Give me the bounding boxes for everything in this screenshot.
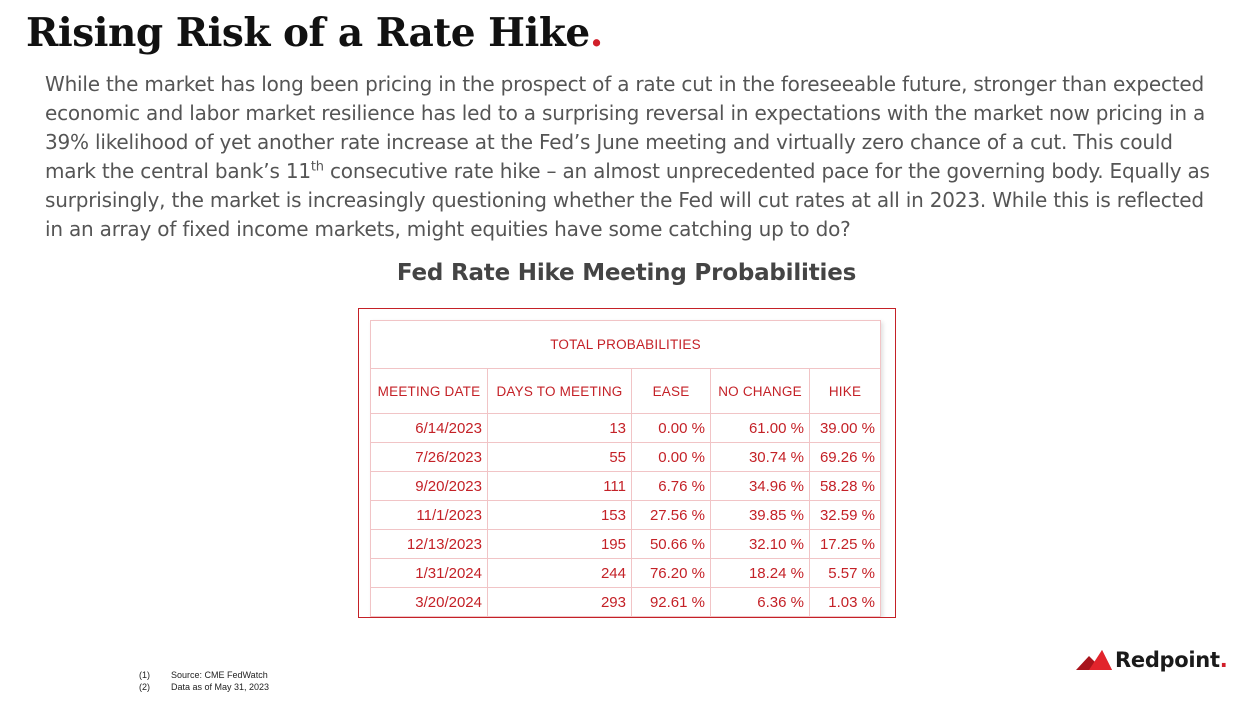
table-row: 11/1/2023 153 27.56 % 39.85 % 32.59 %	[370, 500, 881, 530]
cell-days-to-meeting: 55	[487, 442, 632, 472]
cell-meeting-date: 12/13/2023	[370, 529, 488, 559]
cell-days-to-meeting: 244	[487, 558, 632, 588]
cell-no-change: 34.96 %	[710, 471, 810, 501]
column-header-no-change: NO CHANGE	[710, 368, 810, 414]
cell-meeting-date: 6/14/2023	[370, 413, 488, 443]
table-column-header-row: MEETING DATE DAYS TO MEETING EASE NO CHA…	[370, 368, 881, 414]
title-text: Rising Risk of a Rate Hike	[26, 10, 590, 56]
title-accent-dot: .	[589, 10, 604, 56]
cell-ease: 76.20 %	[631, 558, 711, 588]
page-title: Rising Risk of a Rate Hike.	[26, 10, 603, 56]
cell-hike: 58.28 %	[809, 471, 881, 501]
cell-days-to-meeting: 293	[487, 587, 632, 617]
body-paragraph: While the market has long been pricing i…	[45, 70, 1215, 244]
column-header-hike: HIKE	[809, 368, 881, 414]
logo-wordmark: Redpoint.	[1115, 648, 1228, 672]
redpoint-mountain-icon	[1076, 650, 1112, 670]
logo-text: Redpoint	[1115, 648, 1220, 672]
footnote-number: (1)	[139, 670, 150, 680]
table-row: 3/20/2024 293 92.61 % 6.36 % 1.03 %	[370, 587, 881, 617]
cell-days-to-meeting: 13	[487, 413, 632, 443]
cell-meeting-date: 7/26/2023	[370, 442, 488, 472]
cell-days-to-meeting: 195	[487, 529, 632, 559]
cell-hike: 39.00 %	[809, 413, 881, 443]
table-header-total: TOTAL PROBABILITIES	[370, 320, 881, 369]
cell-meeting-date: 9/20/2023	[370, 471, 488, 501]
cell-no-change: 6.36 %	[710, 587, 810, 617]
footnote-text: Data as of May 31, 2023	[171, 682, 270, 692]
cell-ease: 0.00 %	[631, 413, 711, 443]
cell-meeting-date: 3/20/2024	[370, 587, 488, 617]
probability-table-frame: TOTAL PROBABILITIES MEETING DATE DAYS TO…	[358, 308, 896, 618]
table-row: 12/13/2023 195 50.66 % 32.10 % 17.25 %	[370, 529, 881, 559]
table-row: 1/31/2024 244 76.20 % 18.24 % 5.57 %	[370, 558, 881, 588]
cell-no-change: 61.00 %	[710, 413, 810, 443]
table-row: 7/26/2023 55 0.00 % 30.74 % 69.26 %	[370, 442, 881, 472]
cell-no-change: 39.85 %	[710, 500, 810, 530]
cell-hike: 5.57 %	[809, 558, 881, 588]
ordinal-superscript: th	[310, 159, 324, 175]
table-row: 9/20/2023 111 6.76 % 34.96 % 58.28 %	[370, 471, 881, 501]
footnotes: (1) Source: CME FedWatch (2) Data as of …	[139, 669, 269, 693]
cell-meeting-date: 11/1/2023	[370, 500, 488, 530]
footnote-number: (2)	[139, 682, 150, 692]
cell-days-to-meeting: 111	[487, 471, 632, 501]
cell-days-to-meeting: 153	[487, 500, 632, 530]
cell-hike: 1.03 %	[809, 587, 881, 617]
footnote-item: (2) Data as of May 31, 2023	[139, 681, 269, 693]
cell-ease: 50.66 %	[631, 529, 711, 559]
cell-no-change: 30.74 %	[710, 442, 810, 472]
footnote-item: (1) Source: CME FedWatch	[139, 669, 269, 681]
cell-ease: 6.76 %	[631, 471, 711, 501]
logo-dot: .	[1219, 648, 1228, 672]
cell-no-change: 32.10 %	[710, 529, 810, 559]
cell-meeting-date: 1/31/2024	[370, 558, 488, 588]
redpoint-logo: Redpoint.	[1076, 648, 1228, 672]
cell-hike: 32.59 %	[809, 500, 881, 530]
probability-table: TOTAL PROBABILITIES MEETING DATE DAYS TO…	[370, 320, 881, 617]
table-row: 6/14/2023 13 0.00 % 61.00 % 39.00 %	[370, 413, 881, 443]
cell-ease: 0.00 %	[631, 442, 711, 472]
cell-hike: 17.25 %	[809, 529, 881, 559]
cell-ease: 27.56 %	[631, 500, 711, 530]
table-header-row: TOTAL PROBABILITIES	[370, 320, 881, 369]
body-text-part1: While the market has long been pricing i…	[45, 72, 1206, 183]
column-header-days-to-meeting: DAYS TO MEETING	[487, 368, 632, 414]
cell-no-change: 18.24 %	[710, 558, 810, 588]
table-title: Fed Rate Hike Meeting Probabilities	[396, 260, 857, 286]
body-text-part2: consecutive rate hike – an almost unprec…	[45, 159, 1210, 241]
cell-hike: 69.26 %	[809, 442, 881, 472]
cell-ease: 92.61 %	[631, 587, 711, 617]
column-header-meeting-date: MEETING DATE	[370, 368, 488, 414]
column-header-ease: EASE	[631, 368, 711, 414]
footnote-text: Source: CME FedWatch	[171, 670, 268, 680]
